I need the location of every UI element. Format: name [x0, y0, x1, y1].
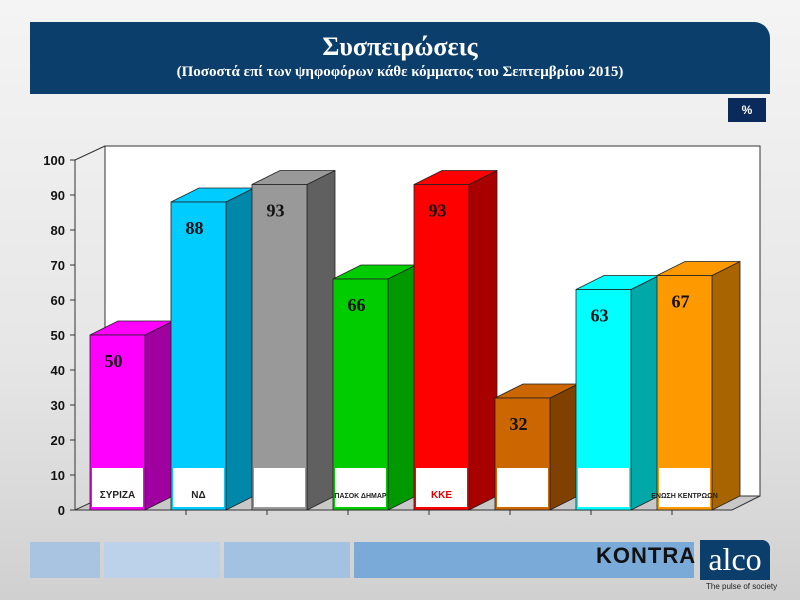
y-tick-label: 30 — [51, 398, 65, 413]
title-banner: Συσπειρώσεις (Ποσοστά επί των ψηφοφόρων … — [30, 22, 770, 94]
data-label: 67 — [672, 292, 690, 312]
alco-tagline: The pulse of society — [706, 582, 778, 591]
data-label: 50 — [105, 351, 123, 371]
footer-block — [354, 542, 694, 578]
party-logo — [254, 468, 305, 507]
y-tick-label: 50 — [51, 328, 65, 343]
y-tick-label: 10 — [51, 468, 65, 483]
party-logo — [335, 468, 386, 507]
bar-side — [549, 383, 579, 511]
chart-title: Συσπειρώσεις — [322, 32, 478, 61]
party-logo-text: ΝΔ — [191, 490, 205, 501]
bar-side — [387, 264, 417, 511]
unit-badge: % — [728, 98, 766, 122]
footer-block — [30, 542, 100, 578]
bar-side — [711, 260, 741, 511]
bar — [170, 201, 227, 511]
kontra-logo: KONTRA — [596, 543, 697, 568]
alco-logo: alco — [700, 540, 770, 580]
data-label: 88 — [186, 218, 204, 238]
footer-bars — [30, 542, 694, 578]
bar — [413, 184, 470, 511]
y-tick-label: 80 — [51, 223, 65, 238]
bar-side — [144, 320, 174, 511]
bar — [251, 184, 308, 511]
data-label: 93 — [267, 201, 285, 221]
data-label: 63 — [591, 306, 609, 326]
chart-subtitle: (Ποσοστά επί των ψηφοφόρων κάθε κόμματος… — [176, 64, 624, 80]
axis-edge — [74, 145, 106, 161]
bar-side — [306, 169, 336, 511]
data-label: 93 — [429, 201, 447, 221]
party-logo — [173, 468, 224, 507]
y-tick-label: 90 — [51, 188, 65, 203]
party-logo — [659, 468, 710, 507]
party-logo — [92, 468, 143, 507]
y-tick-label: 0 — [58, 503, 65, 518]
footer-block — [224, 542, 350, 578]
y-tick-label: 100 — [43, 153, 65, 168]
party-logo — [416, 468, 467, 507]
data-label: 32 — [510, 414, 528, 434]
y-tick-label: 60 — [51, 293, 65, 308]
party-logo — [578, 468, 629, 507]
y-tick-label: 20 — [51, 433, 65, 448]
party-logo — [497, 468, 548, 507]
party-logo-text: ΠΑΣΟΚ ΔΗΜΑΡ — [334, 493, 386, 500]
y-tick-label: 70 — [51, 258, 65, 273]
footer-block — [104, 542, 220, 578]
bar-side — [630, 274, 660, 511]
bar-side — [468, 169, 498, 511]
bar-side — [225, 187, 255, 511]
party-logo-text: ΚΚΕ — [431, 490, 452, 501]
party-logo-text: ΣΥΡΙΖΑ — [100, 490, 135, 501]
party-logo-text: ΕΝΩΣΗ ΚΕΝΤΡΩΩΝ — [651, 493, 718, 500]
y-tick-label: 40 — [51, 363, 65, 378]
data-label: 66 — [348, 295, 366, 315]
